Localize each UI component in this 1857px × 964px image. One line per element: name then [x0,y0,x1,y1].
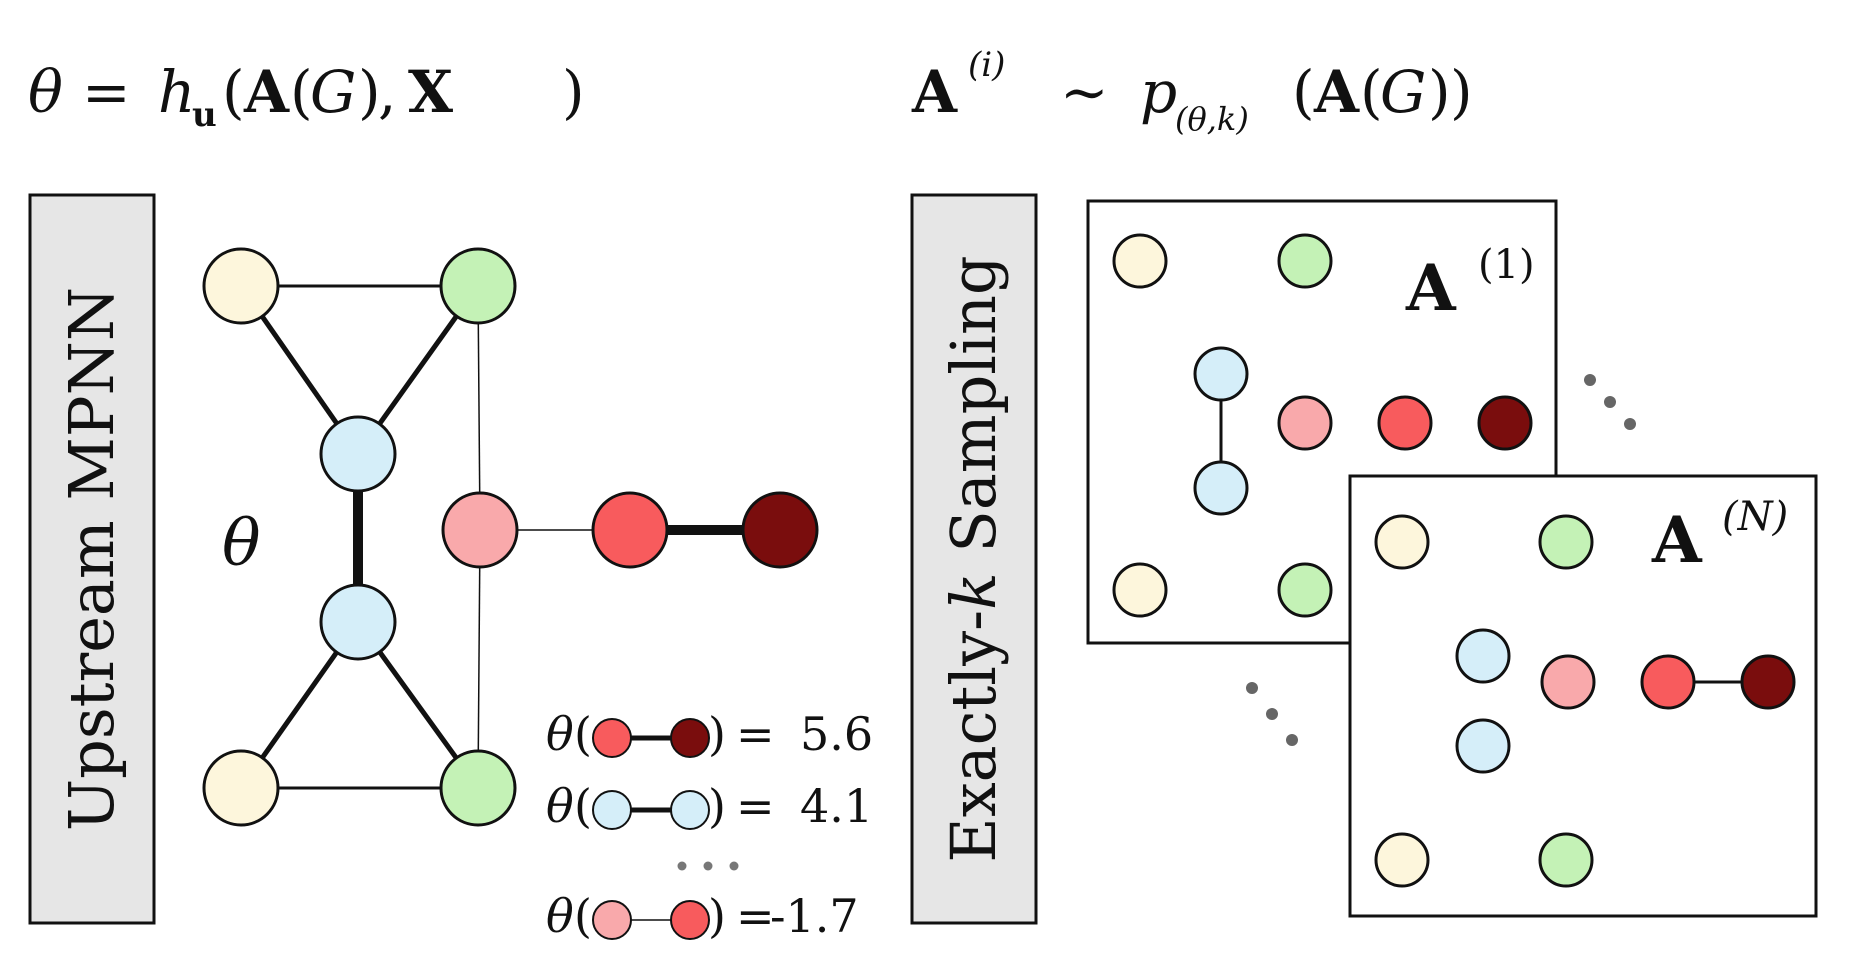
eq2-open: ( [1292,58,1315,126]
graph-theta-label: θ [222,507,261,581]
eq-G-open: ( [290,58,313,126]
edge-scores: θ ( ) = 5.6 θ ( ) = 4.1 θ [546,707,873,943]
edge [477,285,481,531]
eq-G: G [310,58,356,126]
score-equals: = [736,889,775,943]
sample-n-superscript: (N) [1722,494,1788,540]
eq-G-close: ) [358,58,381,126]
eq2-G: G [1380,58,1426,126]
exactly-k-label-box: Exactly-k Sampling [910,193,1038,925]
score-close-paren: ) [708,889,726,943]
node-green [439,749,517,827]
node-blue [319,415,397,493]
node-yellow [1112,233,1168,289]
edge [477,529,481,789]
sample-1-superscript: (1) [1478,242,1535,288]
score-value: -1.7 [770,889,859,943]
node-green [1538,514,1594,570]
node-darkred [1740,654,1796,710]
node-green [1277,562,1333,618]
score-equals: = [736,779,775,833]
score-close-paren: ) [708,779,726,833]
node-green [1277,233,1333,289]
score-theta: θ [546,707,574,761]
score-open-paren: ( [574,707,592,761]
eq2-G-close: ) [1428,58,1451,126]
node-yellow [202,247,280,325]
node-blue [319,583,397,661]
node-red [591,491,669,569]
node-blue [1455,628,1511,684]
upstream-mpnn-label-box: Upstream MPNN [28,193,156,925]
score-theta: θ [546,779,574,833]
node-green [1538,832,1594,888]
eq-close-paren: ) [562,58,585,126]
equation-upstream: θ = h u ( A ( G ) , X ) [28,58,585,135]
node-blue [1193,460,1249,516]
score-value: 5.6 [800,707,873,761]
sample-1-A: A [1405,251,1457,326]
node-yellow [1374,832,1430,888]
score-equals: = [736,707,775,761]
eq-h: h [158,58,195,126]
node-pink [1277,395,1333,451]
exactly-k-label: Exactly-k Sampling [937,255,1010,862]
eq-theta: θ [28,58,63,126]
eq2-p: p [1140,58,1177,126]
node-red [1377,395,1433,451]
score-open-paren: ( [574,779,592,833]
eq2-close: ) [1450,58,1473,126]
eq-open-paren: ( [222,58,245,126]
eq2-sim: ∼ [1060,58,1109,126]
node-darkred [741,491,819,569]
node-yellow [1374,514,1430,570]
score-row: θ ( ) = -1.7 [546,889,859,943]
score-close-paren: ) [708,707,726,761]
eq2-A2: A [1313,58,1360,126]
samples-ellipsis-lower [1246,682,1298,746]
upstream-mpnn-label: Upstream MPNN [55,287,128,831]
eq2-p-subscript: (θ,k) [1175,100,1249,138]
eq-equals: = [82,58,131,126]
node-yellow [202,749,280,827]
node-pink [441,491,519,569]
node-yellow [1112,562,1168,618]
eq-X: X [408,58,453,126]
sample-n-A: A [1651,503,1703,578]
score-ellipsis [677,861,739,871]
score-value: 4.1 [800,779,873,833]
eq-comma: , [378,58,396,126]
node-pink [1540,654,1596,710]
eq-h-subscript: u [192,95,217,135]
score-open-paren: ( [574,889,592,943]
eq2-A: A [911,58,958,126]
node-green [439,247,517,325]
node-blue [1455,718,1511,774]
score-row: θ ( ) = 5.6 [546,707,873,761]
node-darkred [1477,395,1533,451]
sample-panel-n: A (N) [1348,474,1818,918]
node-red [1640,654,1696,710]
eq2-A-superscript: (i) [968,45,1005,85]
score-row: θ ( ) = 4.1 [546,779,873,833]
samples-ellipsis-upper [1584,374,1636,430]
equation-sampling: A (i) ∼ p (θ,k) ( A ( G ) ) [911,45,1473,138]
node-blue [1193,346,1249,402]
eq-A: A [243,58,290,126]
score-theta: θ [546,889,574,943]
eq2-G-open: ( [1360,58,1383,126]
graph-nodes [202,247,819,827]
